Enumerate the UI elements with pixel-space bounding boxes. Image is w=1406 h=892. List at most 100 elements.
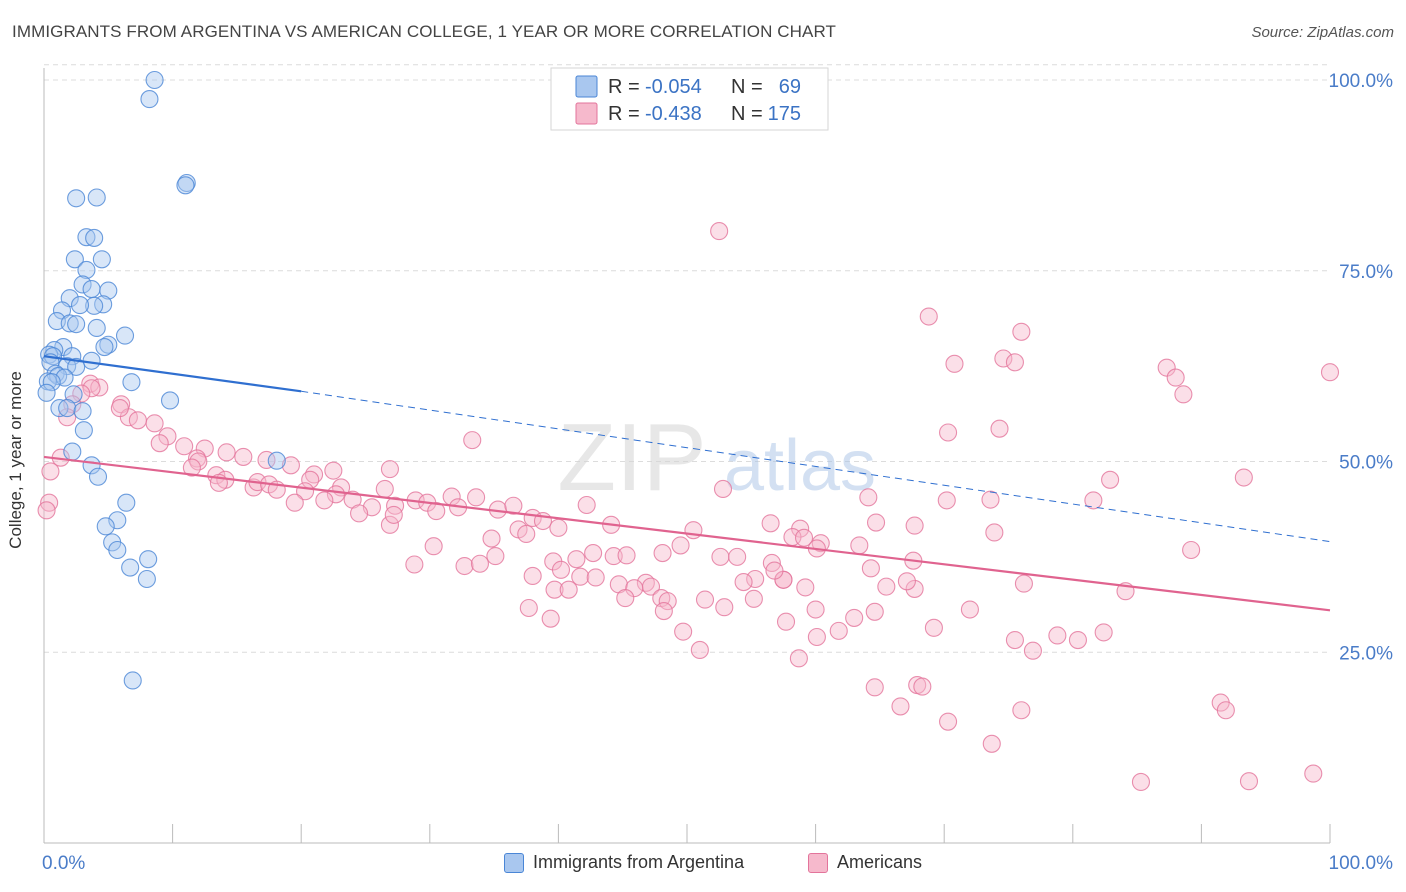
argentina-point (85, 296, 104, 315)
americans-point (519, 598, 538, 618)
americans-point (384, 505, 403, 524)
stats-legend-swatch-blue (575, 75, 598, 98)
argentina-point (70, 296, 90, 315)
americans-point (470, 554, 490, 573)
argentina-point (92, 250, 111, 269)
y-tick-label: 50.0% (1339, 453, 1393, 474)
argentina-point (73, 402, 92, 421)
americans-point (41, 462, 60, 481)
americans-point (1239, 772, 1259, 791)
argentina-point (94, 295, 113, 314)
americans-point (710, 222, 729, 241)
argentina-point (74, 421, 93, 440)
argentina-point (95, 337, 114, 357)
stats-legend-n-value: 175 (768, 103, 801, 125)
americans-point (905, 516, 924, 535)
americans-point (150, 434, 169, 453)
argentina-point (87, 188, 106, 207)
argentina-point (115, 326, 135, 345)
americans-point (386, 496, 405, 515)
americans-point (604, 547, 623, 566)
watermark-zip: ZIP (557, 404, 706, 511)
axes (43, 68, 1331, 844)
americans-point (504, 496, 523, 515)
americans-point (58, 408, 77, 427)
argentina-point (108, 511, 127, 530)
regression-lines (43, 355, 1331, 612)
argentina-point (73, 275, 92, 294)
americans-point (765, 561, 784, 580)
americans-point (559, 580, 578, 599)
americans-point (158, 427, 177, 446)
argentina-point (176, 176, 195, 195)
americans-point (549, 518, 568, 537)
americans-point (994, 349, 1013, 368)
americans-point (1157, 358, 1176, 377)
americans-point (1005, 353, 1024, 372)
americans-point (1234, 468, 1253, 487)
americans-point (1084, 491, 1103, 510)
americans-point (877, 577, 896, 596)
argentina-point (123, 671, 142, 690)
argentina-point (85, 228, 104, 247)
americans-point (545, 580, 564, 599)
argentina-point (77, 260, 96, 280)
americans-point (653, 544, 672, 563)
argentina-point (37, 383, 56, 402)
americans-point (1166, 368, 1185, 387)
americans-point (861, 559, 880, 578)
americans-point (1048, 626, 1067, 645)
americans-point (713, 479, 733, 499)
americans-point (577, 495, 596, 515)
americans-point (806, 600, 825, 619)
americans-point (616, 589, 635, 608)
argentina-point (108, 540, 127, 560)
americans-point (913, 677, 932, 696)
argentina-point (140, 90, 159, 109)
x-tick-label: 100.0% (1329, 853, 1394, 874)
americans-point (424, 537, 443, 556)
americans-point (982, 734, 1001, 753)
americans-point (234, 447, 253, 466)
stats-legend-n-value: 69 (779, 76, 801, 98)
americans-point (1023, 641, 1042, 660)
americans-point (744, 589, 763, 608)
americans-point (985, 523, 1004, 542)
stats-legend-r-value: -0.054 (645, 76, 702, 98)
americans-point (350, 504, 369, 523)
americans-point (380, 460, 399, 479)
americans-point (654, 601, 673, 621)
americans-point (486, 547, 505, 566)
argentina-point (137, 569, 156, 589)
argentina-point (267, 451, 286, 470)
americans-point (517, 524, 536, 544)
argentina-point (122, 373, 141, 392)
americans-point (789, 649, 808, 668)
americans-point (690, 640, 709, 660)
americans-point (728, 547, 747, 566)
americans-point (617, 546, 636, 565)
legend-label-americans: Americans (837, 852, 923, 872)
x-tick-label: 0.0% (42, 853, 85, 874)
legend-item-argentina[interactable]: Immigrants from Argentina (504, 852, 744, 873)
americans-point (746, 569, 765, 589)
y-tick-label: 100.0% (1329, 71, 1394, 92)
americans-point (285, 493, 304, 512)
americans-point (567, 550, 586, 569)
americans-point (695, 590, 715, 609)
chart-title: IMMIGRANTS FROM ARGENTINA VS AMERICAN CO… (12, 22, 837, 41)
americans-point (315, 491, 334, 510)
americans-point (482, 529, 501, 548)
y-tick-label: 25.0% (1339, 643, 1393, 664)
americans-point (586, 568, 605, 587)
legend-item-americans[interactable]: Americans (808, 852, 922, 873)
americans-point (175, 437, 194, 456)
americans-point (734, 573, 753, 592)
legend-label-argentina: Immigrants from Argentina (533, 852, 745, 872)
argentina-point (87, 318, 106, 338)
americans-point (937, 491, 956, 510)
argentina-points (37, 70, 286, 690)
argentina-point (67, 357, 86, 376)
argentina-point (77, 228, 96, 247)
argentina-point (67, 189, 86, 208)
